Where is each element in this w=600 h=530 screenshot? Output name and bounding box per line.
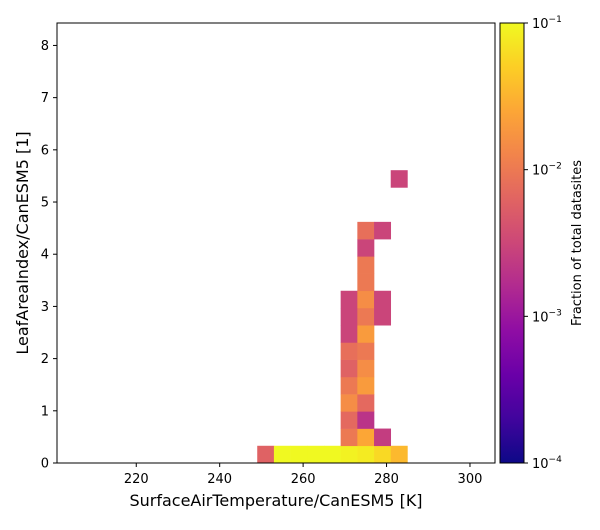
heatmap-cell — [357, 342, 375, 360]
heatmap-cell — [340, 307, 358, 326]
y-tick-label: 8 — [41, 39, 49, 54]
heatmap-cell — [340, 359, 358, 378]
heatmap-cell — [340, 411, 358, 429]
heatmap-cell — [374, 290, 392, 309]
colorbar-tick-label: 10−1 — [532, 15, 562, 32]
y-tick-label: 0 — [41, 457, 49, 472]
colorbar-label: Fraction of total datasites — [570, 160, 585, 326]
heatmap-cell — [374, 221, 392, 240]
heatmap-cell — [357, 307, 375, 326]
heatmap-cell — [340, 376, 358, 395]
heatmap-cell — [390, 445, 408, 464]
heatmap-cell — [357, 239, 375, 257]
heatmap-cell — [273, 445, 291, 464]
heatmap-cell — [340, 325, 358, 343]
heatmap-cell — [374, 445, 392, 464]
heatmap-cell — [357, 256, 375, 274]
heatmap-cell — [374, 428, 392, 447]
plot-frame — [56, 22, 496, 464]
heatmap-cell — [357, 325, 375, 343]
colorbar-ticks: 10−4 10−3 10−2 10−1 — [524, 15, 562, 472]
heatmap-cell — [257, 445, 275, 464]
heatmap-cell — [390, 170, 408, 188]
heatmap-cell — [340, 445, 358, 464]
x-tick-label: 240 — [207, 472, 232, 487]
heatmap-cell — [340, 394, 358, 412]
heatmap-cell — [340, 428, 358, 447]
colorbar-tick-label: 10−2 — [532, 162, 562, 179]
x-tick-label: 220 — [124, 472, 149, 487]
x-tick-label: 260 — [291, 472, 316, 487]
heatmap-cell — [357, 290, 375, 309]
heatmap-cell — [340, 290, 358, 309]
heatmap-cell — [357, 445, 375, 464]
y-tick-label: 2 — [41, 352, 49, 367]
colorbar-tick-label: 10−3 — [532, 308, 562, 325]
colorbar — [499, 22, 525, 464]
y-tick-label: 6 — [41, 143, 49, 158]
x-tick-label: 300 — [458, 472, 483, 487]
y-tick-label: 4 — [41, 248, 49, 263]
colorbar-tick-label: 10−4 — [532, 455, 562, 472]
y-axis-label: LeafAreaIndex/CanESM5 [1] — [13, 131, 32, 354]
x-axis-ticks: 220 240 260 280 300 — [124, 463, 483, 487]
heatmap-cell — [340, 342, 358, 360]
x-tick-label: 280 — [374, 472, 399, 487]
heatmap-cell — [357, 221, 375, 240]
x-axis-label: SurfaceAirTemperature/CanESM5 [K] — [129, 491, 422, 510]
heatmap-cell — [290, 445, 308, 464]
heatmap-cell — [357, 376, 375, 395]
heatmap-cell — [357, 428, 375, 447]
y-axis-ticks: 0 1 2 3 4 5 6 7 8 — [41, 39, 57, 472]
heatmap-cell — [357, 273, 375, 292]
y-tick-label: 7 — [41, 91, 49, 106]
heatmap-cell — [307, 445, 325, 464]
y-tick-label: 3 — [41, 300, 49, 315]
y-tick-label: 5 — [41, 196, 49, 211]
heatmap-cell — [374, 307, 392, 326]
heatmap-cells — [257, 170, 408, 464]
heatmap-cell — [357, 411, 375, 429]
heatmap-cell — [357, 359, 375, 378]
heatmap-cell — [357, 394, 375, 412]
y-tick-label: 1 — [41, 404, 49, 419]
heatmap-cell — [323, 445, 341, 464]
